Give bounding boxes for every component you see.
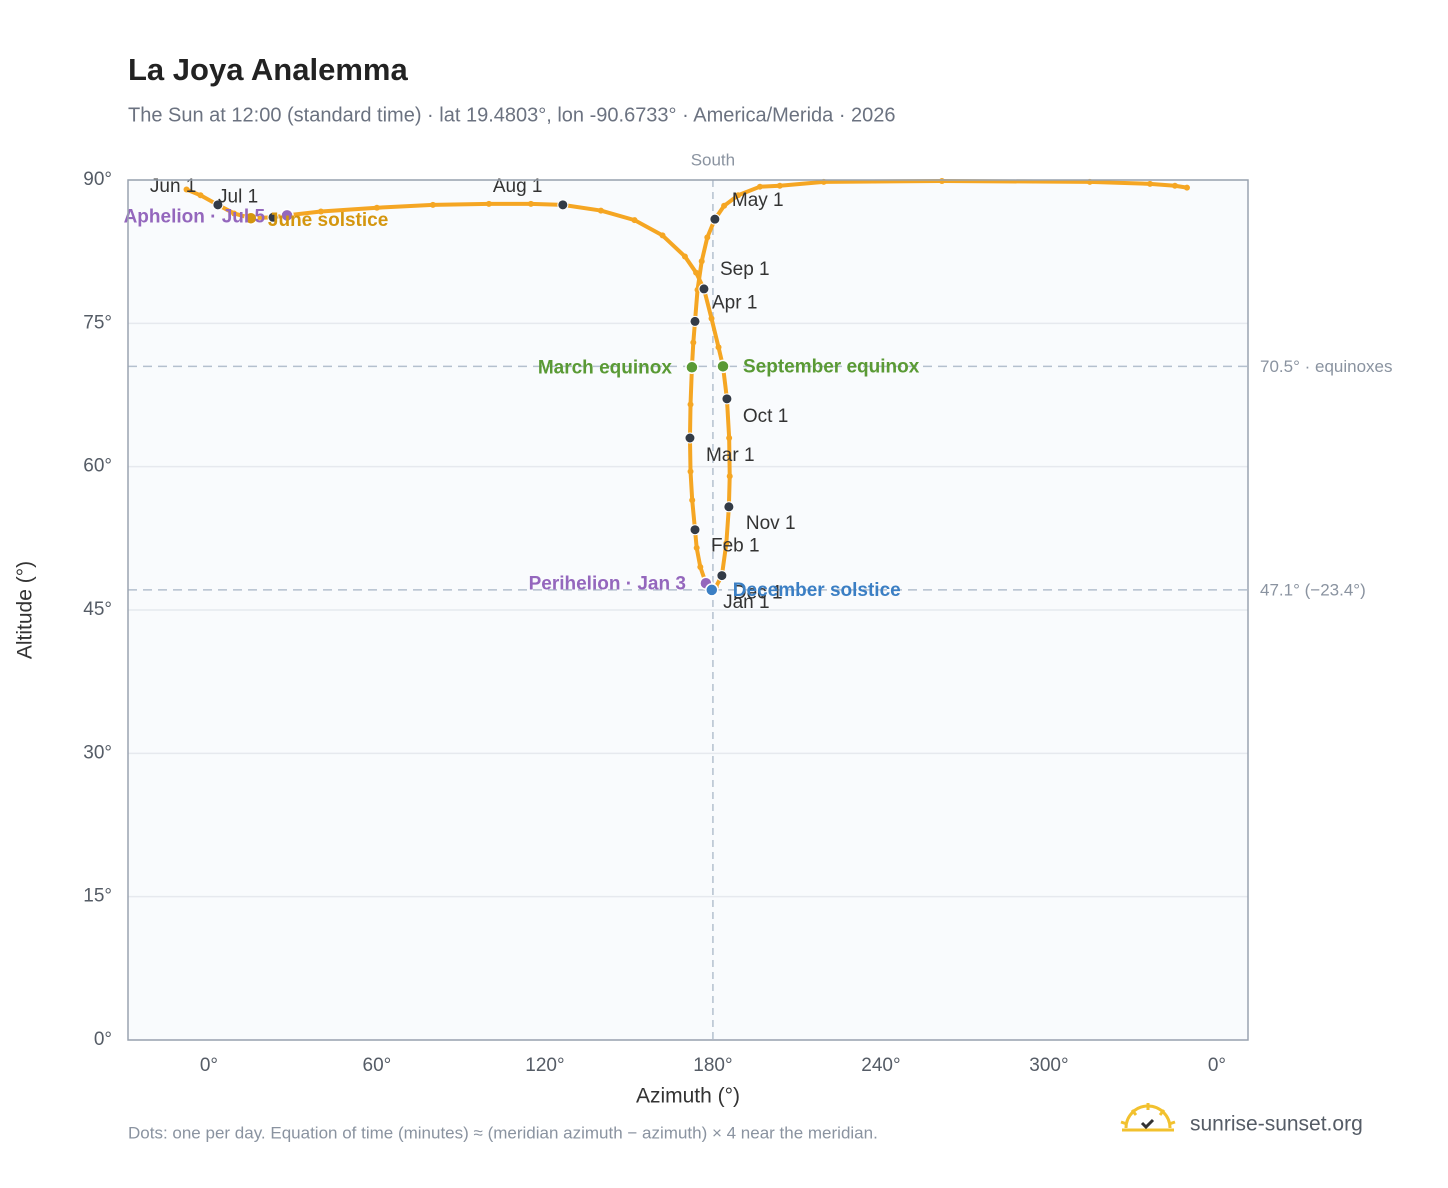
day-dot [485, 200, 492, 207]
day-dot [631, 217, 638, 224]
y-tick-label: 30° [83, 742, 112, 763]
y-tick-label: 60° [83, 456, 112, 477]
y-tick-label: 0° [94, 1029, 112, 1050]
month-dot [212, 199, 224, 211]
event-label: September equinox [743, 356, 920, 377]
x-tick-label: 120° [525, 1055, 564, 1076]
month-dot [557, 199, 569, 211]
day-dot [687, 468, 694, 475]
month-dot [716, 570, 728, 582]
day-dot [197, 192, 204, 199]
event-dot [705, 583, 719, 597]
chart-title: La Joya Analemma [128, 52, 408, 87]
event-dot [280, 208, 294, 223]
day-dot [698, 258, 705, 265]
day-dot [597, 207, 604, 214]
month-label: Nov 1 [746, 513, 796, 534]
event-dot [685, 360, 699, 375]
meridian-label: South [691, 150, 735, 169]
month-label: Jun 1 [150, 176, 196, 197]
day-dot [689, 497, 696, 504]
day-dot [756, 183, 763, 190]
day-dot [317, 208, 324, 215]
x-tick-label: 0° [200, 1055, 218, 1076]
month-dot [689, 524, 701, 536]
event-label: March equinox [538, 357, 673, 378]
day-dot [715, 344, 722, 351]
month-dot [723, 501, 735, 513]
month-dot [684, 432, 696, 444]
event-label: June solstice [268, 210, 388, 231]
event-label: December solstice [733, 580, 901, 601]
event-dot [244, 211, 258, 225]
month-label: Jan 1 [723, 592, 769, 613]
day-dot [726, 473, 733, 480]
month-dot [709, 213, 721, 225]
day-dot [726, 435, 733, 441]
x-tick-label: 180° [693, 1055, 732, 1076]
y-tick-label: 45° [83, 599, 112, 620]
day-dot [1183, 184, 1190, 191]
day-dot [527, 200, 534, 207]
month-label: May 1 [732, 190, 784, 211]
brand: sunrise-sunset.org [1190, 1113, 1363, 1136]
y-tick-label: 15° [83, 886, 112, 907]
reference-label: 47.1° (−23.4°) [1260, 580, 1366, 599]
month-dot [689, 315, 701, 327]
day-dot [697, 564, 704, 570]
month-dot [721, 393, 733, 405]
x-axis-label: Azimuth (°) [636, 1085, 740, 1108]
month-label: Feb 1 [711, 536, 760, 557]
day-dot [721, 202, 728, 209]
reference-label: 70.5° · equinoxes [1260, 357, 1393, 376]
x-tick-label: 240° [861, 1055, 900, 1076]
event-label: Aphelion · Jul 5 [124, 206, 266, 227]
day-dot [1171, 182, 1178, 189]
month-label: Jul 1 [218, 186, 258, 207]
day-dot [659, 232, 666, 239]
day-dot [681, 253, 688, 260]
day-dot [735, 192, 742, 199]
day-dot [693, 269, 700, 276]
x-tick-label: 0° [1208, 1055, 1226, 1076]
month-dot [267, 211, 279, 223]
event-label: Perihelion · Jan 3 [529, 573, 686, 594]
brand-logo [1120, 1103, 1176, 1132]
month-dot [698, 283, 710, 295]
day-dot [693, 544, 700, 551]
month-label: Oct 1 [743, 406, 788, 427]
month-label: Mar 1 [706, 445, 755, 466]
day-dot [183, 186, 190, 193]
day-dot [704, 234, 711, 241]
x-tick-label: 60° [363, 1055, 392, 1076]
day-dot [690, 339, 697, 346]
day-dot [429, 201, 436, 208]
chart-subtitle: The Sun at 12:00 (standard time) · lat 1… [128, 104, 896, 126]
month-label: Sep 1 [720, 259, 770, 280]
y-tick-label: 75° [83, 312, 112, 333]
y-tick-label: 90° [83, 169, 112, 190]
day-dot [938, 177, 945, 184]
month-label: Aug 1 [493, 176, 543, 197]
plot-frame [127, 179, 1249, 1041]
x-tick-label: 300° [1029, 1055, 1068, 1076]
day-dot [373, 204, 380, 211]
day-dot [723, 540, 730, 547]
month-label: Apr 1 [712, 292, 757, 313]
y-axis-label: Altitude (°) [14, 561, 37, 659]
event-dot [716, 359, 730, 374]
day-dot [231, 210, 238, 217]
day-dot [1147, 180, 1153, 187]
day-dot [776, 182, 783, 189]
day-dot [708, 315, 715, 322]
month-label: Dec 1 [733, 583, 783, 604]
day-dot [687, 401, 694, 408]
footnote: Dots: one per day. Equation of time (min… [128, 1123, 878, 1142]
